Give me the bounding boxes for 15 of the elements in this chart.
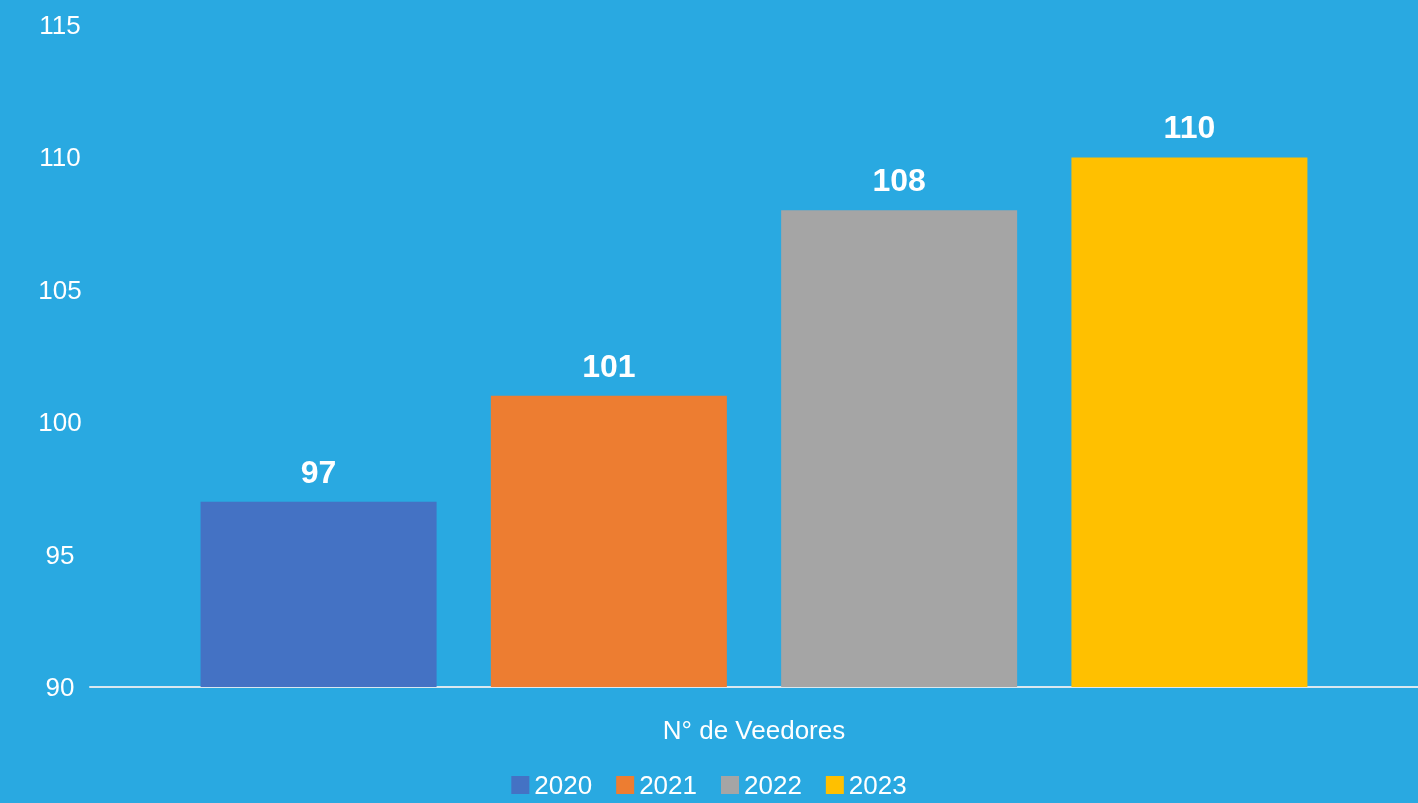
legend-label: 2021 xyxy=(639,770,697,800)
x-tick-label: N° de Veedores xyxy=(662,715,846,745)
data-label: 110 xyxy=(1163,109,1216,146)
y-tick-label: 115 xyxy=(39,10,81,40)
data-label: 108 xyxy=(872,162,926,199)
y-tick-label: 110 xyxy=(39,142,81,173)
y-tick-label: 90 xyxy=(45,672,75,702)
legend-label: 2020 xyxy=(534,770,593,800)
y-tick-label: 105 xyxy=(38,274,82,305)
y-tick-label: 95 xyxy=(45,539,75,570)
data-label: 101 xyxy=(582,347,636,384)
data-label: 97 xyxy=(300,453,337,490)
legend-label: 2022 xyxy=(744,770,802,800)
legend-label: 2023 xyxy=(848,770,907,800)
y-tick-label: 100 xyxy=(38,407,82,438)
